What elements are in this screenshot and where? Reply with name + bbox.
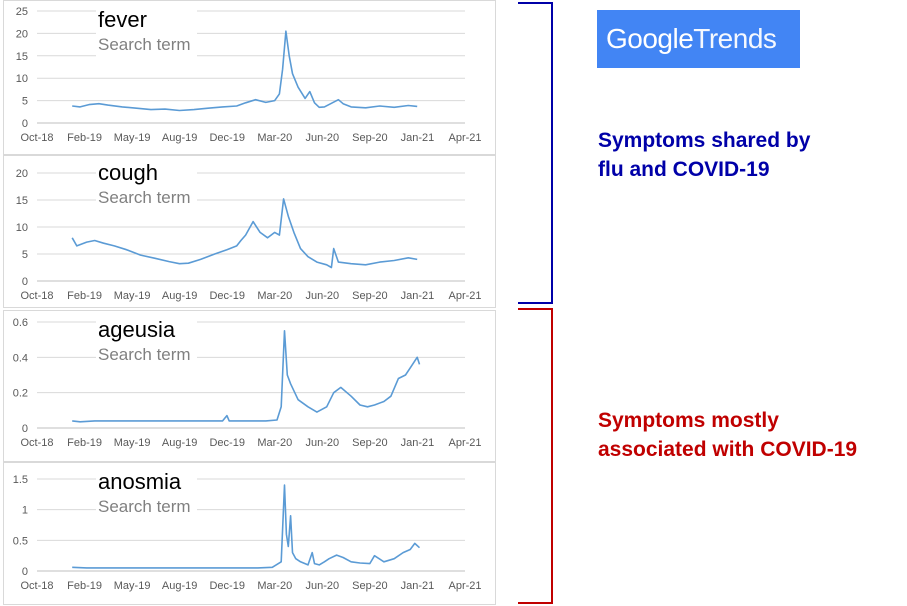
y-tick-label: 0.4 — [13, 352, 28, 364]
chart-cough: 0 5 10 15 20 Oct-18 Feb-19 May-19 Aug-19 Dec-19 Ma… — [16, 168, 482, 302]
y-tick-label: 10 — [16, 222, 28, 234]
y-tick-label: 1 — [22, 505, 28, 517]
x-tick-label: May-19 — [114, 132, 151, 144]
annotation-shared-symptoms: Symptoms shared by flu and COVID-19 — [598, 126, 810, 184]
x-tick-label: Jan-21 — [401, 132, 435, 144]
annotation-covid-symptoms: Symptoms mostly associated with COVID-19 — [598, 406, 857, 464]
y-tick-label: 20 — [16, 168, 28, 180]
y-tick-label: 0.2 — [13, 388, 28, 400]
x-tick-label: Sep-20 — [352, 580, 387, 592]
x-tick-label: Mar-20 — [257, 437, 292, 449]
y-tick-label: 25 — [16, 6, 28, 18]
y-tick-label: 15 — [16, 51, 28, 63]
y-tick-label: 1.5 — [13, 474, 28, 486]
x-tick-label: Dec-19 — [209, 132, 244, 144]
x-tick-label: Dec-19 — [209, 290, 244, 302]
y-tick-label: 0 — [22, 118, 28, 130]
x-tick-label: May-19 — [114, 437, 151, 449]
chart-panel-cough: 0 5 10 15 20 Oct-18 Feb-19 May-19 Aug-19 Dec-19 Ma… — [3, 155, 496, 308]
annotation-line: flu and COVID-19 — [598, 158, 770, 181]
annotation-line: Symptoms shared by — [598, 129, 811, 152]
y-tick-label: 5 — [22, 96, 28, 108]
annotation-line: Symptoms mostly — [598, 409, 779, 432]
series-line — [72, 484, 421, 569]
x-tick-label: Feb-19 — [67, 580, 102, 592]
x-tick-label: Apr-21 — [448, 290, 481, 302]
search-term-box: anosmia Search term — [96, 469, 197, 521]
x-tick-label: Jan-21 — [401, 437, 435, 449]
x-tick-label: Oct-18 — [20, 290, 53, 302]
y-tick-label: 0.6 — [13, 317, 28, 329]
brace-blue — [518, 2, 553, 304]
x-tick-label: Oct-18 — [20, 437, 53, 449]
x-tick-label: Jan-21 — [401, 580, 435, 592]
y-tick-label: 0 — [22, 276, 28, 288]
x-tick-label: Apr-21 — [448, 132, 481, 144]
y-tick-label: 15 — [16, 195, 28, 207]
search-term-subtitle: Search term — [98, 35, 191, 54]
x-tick-label: Feb-19 — [67, 132, 102, 144]
y-tick-label: 20 — [16, 28, 28, 40]
x-tick-label: Sep-20 — [352, 132, 387, 144]
x-tick-label: Jun-20 — [306, 132, 340, 144]
x-tick-label: May-19 — [114, 290, 151, 302]
y-tick-label: 5 — [22, 249, 28, 261]
y-tick-label: 10 — [16, 73, 28, 85]
series-line — [71, 198, 418, 269]
x-tick-label: Jun-20 — [306, 437, 340, 449]
chart-panel-ageusia: 0 0.2 0.4 0.6 Oct-18 Feb-19 May-19 Aug-19 Dec-19… — [3, 310, 496, 462]
search-term-box: ageusia Search term — [96, 317, 197, 369]
x-tick-label: Dec-19 — [209, 437, 244, 449]
x-tick-label: Sep-20 — [352, 437, 387, 449]
brace-red — [518, 308, 553, 604]
annotation-line: associated with COVID-19 — [598, 438, 858, 461]
search-term-name: cough — [98, 160, 158, 185]
search-term-box: fever Search term — [96, 7, 197, 59]
x-tick-label: Jun-20 — [306, 290, 340, 302]
series-line — [72, 30, 418, 112]
search-term-subtitle: Search term — [98, 497, 191, 516]
chart-ageusia: 0 0.2 0.4 0.6 Oct-18 Feb-19 May-19 Aug-19 Dec-19… — [13, 317, 482, 449]
x-tick-label: Feb-19 — [67, 437, 102, 449]
x-tick-label: Dec-19 — [209, 580, 244, 592]
y-tick-label: 0 — [22, 423, 28, 435]
x-tick-label: Aug-19 — [162, 132, 197, 144]
x-tick-label: Oct-18 — [20, 132, 53, 144]
y-tick-label: 0.5 — [13, 535, 28, 547]
x-tick-label: Jun-20 — [306, 580, 340, 592]
search-term-name: fever — [98, 7, 147, 32]
search-term-subtitle: Search term — [98, 345, 191, 364]
x-tick-label: Aug-19 — [162, 580, 197, 592]
search-term-name: anosmia — [98, 469, 182, 494]
logo-text-google: Google — [606, 23, 694, 54]
chart-panel-anosmia: 0 0.5 1 1.5 Oct-18 Feb-19 May-19 Aug-19 Dec-19 Ma… — [3, 462, 496, 605]
x-tick-label: Jan-21 — [401, 290, 435, 302]
x-tick-label: Apr-21 — [448, 437, 481, 449]
x-tick-label: Apr-21 — [448, 580, 481, 592]
search-term-subtitle: Search term — [98, 188, 191, 207]
x-tick-label: Sep-20 — [352, 290, 387, 302]
x-tick-label: Aug-19 — [162, 437, 197, 449]
x-tick-label: Feb-19 — [67, 290, 102, 302]
search-term-box: cough Search term — [96, 160, 197, 212]
chart-panel-fever: 0 5 10 15 20 25 Oct-18 Feb-19 May-19 Aug-19 Dec-19… — [3, 0, 496, 155]
y-tick-label: 0 — [22, 566, 28, 578]
x-tick-label: Aug-19 — [162, 290, 197, 302]
x-tick-label: Mar-20 — [257, 580, 292, 592]
google-trends-logo: GoogleTrends — [597, 10, 800, 68]
x-tick-label: Oct-18 — [20, 580, 53, 592]
x-tick-label: Mar-20 — [257, 132, 292, 144]
x-tick-label: May-19 — [114, 580, 151, 592]
chart-fever: 0 5 10 15 20 25 Oct-18 Feb-19 May-19 Aug-19 Dec-19… — [16, 6, 482, 144]
search-term-name: ageusia — [98, 317, 176, 342]
x-tick-label: Mar-20 — [257, 290, 292, 302]
chart-anosmia: 0 0.5 1 1.5 Oct-18 Feb-19 May-19 Aug-19 Dec-19 Ma… — [13, 474, 482, 592]
series-line — [72, 329, 421, 423]
logo-text-trends: Trends — [693, 23, 777, 54]
